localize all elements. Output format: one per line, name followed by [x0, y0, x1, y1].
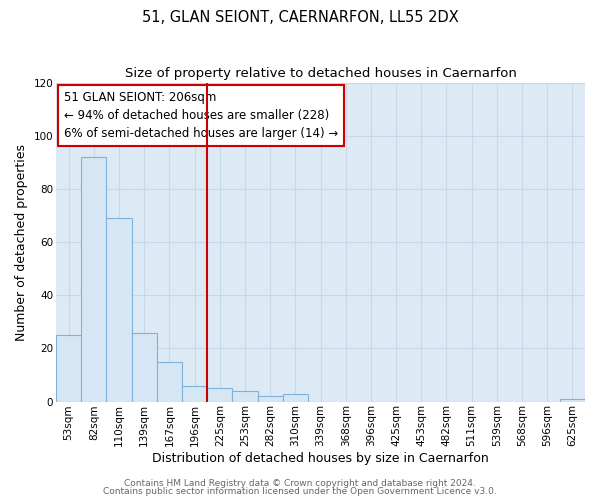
Bar [81, 158, 106, 402]
Bar [207, 388, 232, 402]
Bar [56, 335, 81, 402]
Bar [232, 391, 257, 402]
Title: Size of property relative to detached houses in Caernarfon: Size of property relative to detached ho… [125, 68, 517, 80]
Text: Contains HM Land Registry data © Crown copyright and database right 2024.: Contains HM Land Registry data © Crown c… [124, 478, 476, 488]
Text: Contains public sector information licensed under the Open Government Licence v3: Contains public sector information licen… [103, 487, 497, 496]
Bar [257, 396, 283, 402]
Bar [157, 362, 182, 402]
Text: 51, GLAN SEIONT, CAERNARFON, LL55 2DX: 51, GLAN SEIONT, CAERNARFON, LL55 2DX [142, 10, 458, 25]
Y-axis label: Number of detached properties: Number of detached properties [15, 144, 28, 341]
Bar [560, 399, 585, 402]
Bar [182, 386, 207, 402]
Bar [131, 332, 157, 402]
Bar [106, 218, 131, 402]
X-axis label: Distribution of detached houses by size in Caernarfon: Distribution of detached houses by size … [152, 452, 489, 465]
Bar [283, 394, 308, 402]
Text: 51 GLAN SEIONT: 206sqm
← 94% of detached houses are smaller (228)
6% of semi-det: 51 GLAN SEIONT: 206sqm ← 94% of detached… [64, 91, 338, 140]
